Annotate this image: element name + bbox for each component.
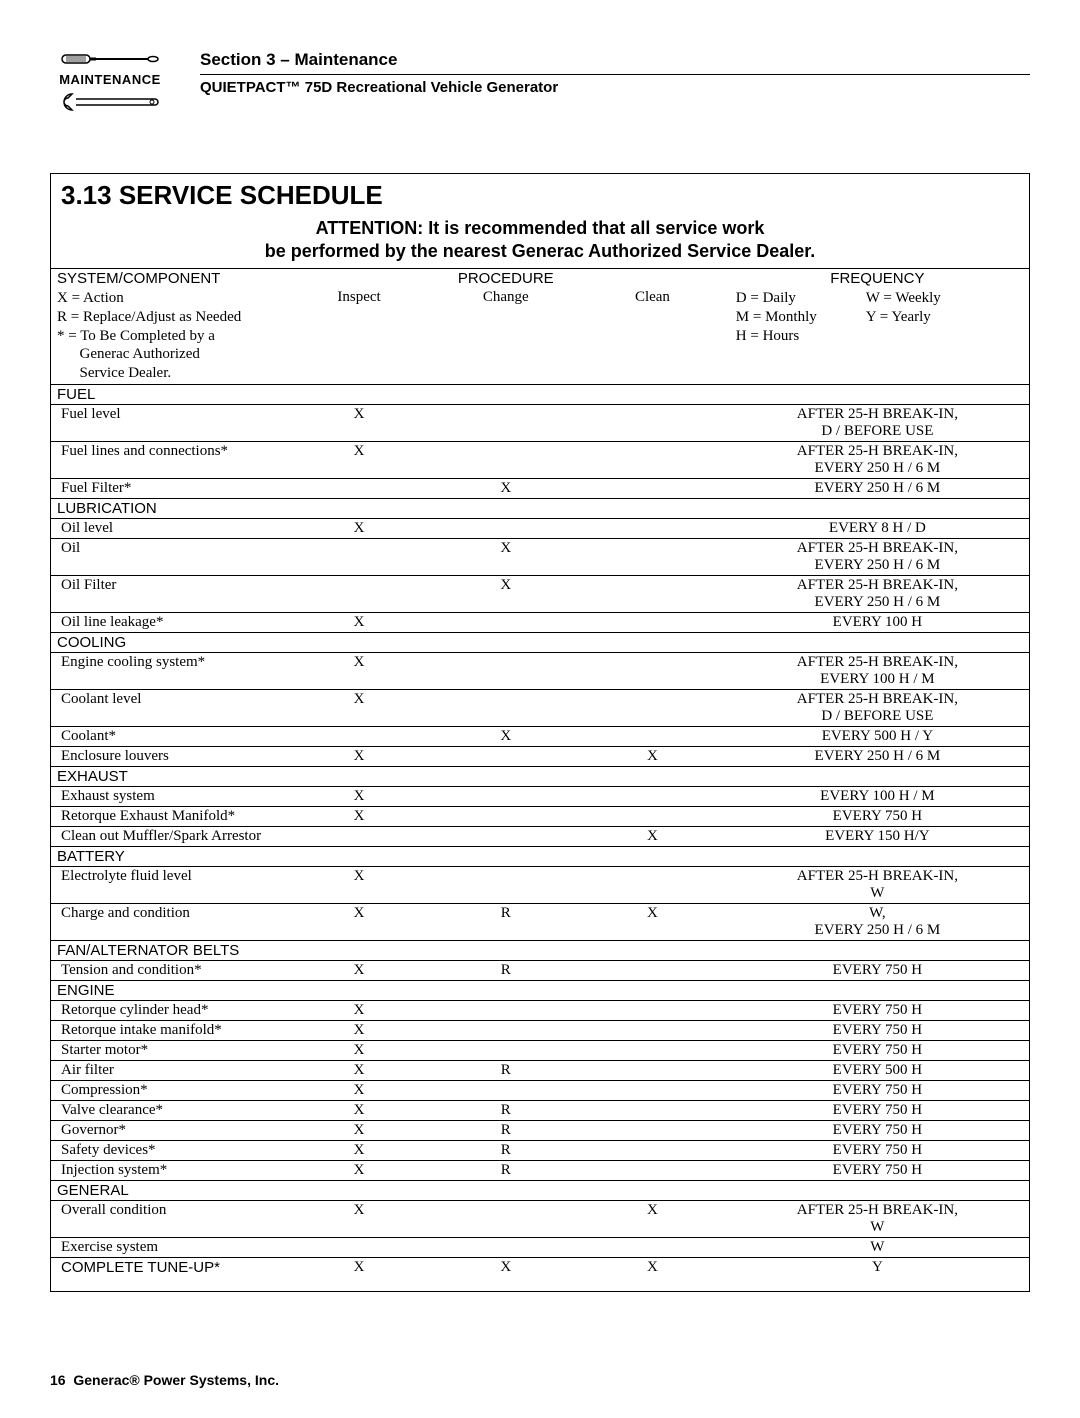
section-subheading: QUIETPACT™ 75D Recreational Vehicle Gene… <box>200 79 1030 96</box>
table-row: Charge and conditionXRXW,EVERY 250 H / 6… <box>51 903 1029 940</box>
maintenance-badge: MAINTENANCE <box>50 50 170 113</box>
table-row: Coolant*XEVERY 500 H / Y <box>51 726 1029 746</box>
table-row: Injection system*XREVERY 750 H <box>51 1160 1029 1180</box>
table-row: Fuel Filter*XEVERY 250 H / 6 M <box>51 478 1029 498</box>
table-row: Retorque cylinder head*XEVERY 750 H <box>51 1000 1029 1020</box>
section-heading: Section 3 – Maintenance <box>200 50 1030 75</box>
page-number: 16 <box>50 1372 66 1388</box>
table-row: Governor*XREVERY 750 H <box>51 1120 1029 1140</box>
section-titles: Section 3 – Maintenance QUIETPACT™ 75D R… <box>200 50 1030 96</box>
table-row: Exercise systemW <box>51 1237 1029 1257</box>
service-schedule-box: 3.13 SERVICE SCHEDULE ATTENTION: It is r… <box>50 173 1030 1292</box>
table-row: Air filterXREVERY 500 H <box>51 1060 1029 1080</box>
table-row: Retorque Exhaust Manifold*XEVERY 750 H <box>51 806 1029 826</box>
attention-notice: ATTENTION: It is recommended that all se… <box>51 213 1029 268</box>
section-row: EXHAUST <box>51 766 1029 786</box>
attention-line1: ATTENTION: It is recommended that all se… <box>316 218 765 238</box>
section-row: COOLING <box>51 632 1029 652</box>
page-footer: 16 Generac® Power Systems, Inc. <box>50 1372 1030 1388</box>
attention-line2: be performed by the nearest Generac Auth… <box>265 241 816 261</box>
table-row: Fuel lines and connections*XAFTER 25-H B… <box>51 441 1029 478</box>
table-row: OilXAFTER 25-H BREAK-IN,EVERY 250 H / 6 … <box>51 538 1029 575</box>
table-row: Fuel levelXAFTER 25-H BREAK-IN,D / BEFOR… <box>51 404 1029 441</box>
section-row: BATTERY <box>51 846 1029 866</box>
section-row: FUEL <box>51 384 1029 404</box>
wrench-icon <box>60 91 160 113</box>
section-row: GENERAL <box>51 1180 1029 1200</box>
table-row: Retorque intake manifold*XEVERY 750 H <box>51 1020 1029 1040</box>
table-row: Oil levelXEVERY 8 H / D <box>51 518 1029 538</box>
page-header: MAINTENANCE Section 3 – Maintenance QUIE… <box>50 50 1030 113</box>
table-row: Clean out Muffler/Spark ArrestorXEVERY 1… <box>51 826 1029 846</box>
table-row: COMPLETE TUNE-UP*XXXY <box>51 1257 1029 1277</box>
table-header-row: SYSTEM/COMPONENTPROCEDUREFREQUENCY <box>51 269 1029 289</box>
table-row: Electrolyte fluid levelXAFTER 25-H BREAK… <box>51 866 1029 903</box>
screwdriver-icon <box>60 50 160 68</box>
section-row: ENGINE <box>51 980 1029 1000</box>
section-row: LUBRICATION <box>51 498 1029 518</box>
table-row: Enclosure louversXXEVERY 250 H / 6 M <box>51 746 1029 766</box>
table-row: Safety devices*XREVERY 750 H <box>51 1140 1029 1160</box>
company-name: Generac® Power Systems, Inc. <box>73 1372 279 1388</box>
schedule-title: 3.13 SERVICE SCHEDULE <box>51 174 1029 213</box>
table-row: Exhaust systemXEVERY 100 H / M <box>51 786 1029 806</box>
maintenance-label: MAINTENANCE <box>50 72 170 87</box>
table-row: Coolant levelXAFTER 25-H BREAK-IN,D / BE… <box>51 689 1029 726</box>
table-row: Oil FilterXAFTER 25-H BREAK-IN,EVERY 250… <box>51 575 1029 612</box>
section-row: FAN/ALTERNATOR BELTS <box>51 940 1029 960</box>
table-row: Valve clearance*XREVERY 750 H <box>51 1100 1029 1120</box>
table-row: Starter motor*XEVERY 750 H <box>51 1040 1029 1060</box>
table-row: Oil line leakage*XEVERY 100 H <box>51 612 1029 632</box>
table-row: Compression*XEVERY 750 H <box>51 1080 1029 1100</box>
legend-row: X = ActionR = Replace/Adjust as Needed* … <box>51 288 1029 384</box>
table-row: Engine cooling system*XAFTER 25-H BREAK-… <box>51 652 1029 689</box>
table-row: Overall conditionXXAFTER 25-H BREAK-IN,W <box>51 1200 1029 1237</box>
service-table: SYSTEM/COMPONENTPROCEDUREFREQUENCYX = Ac… <box>51 268 1029 1277</box>
table-row: Tension and condition*XREVERY 750 H <box>51 960 1029 980</box>
